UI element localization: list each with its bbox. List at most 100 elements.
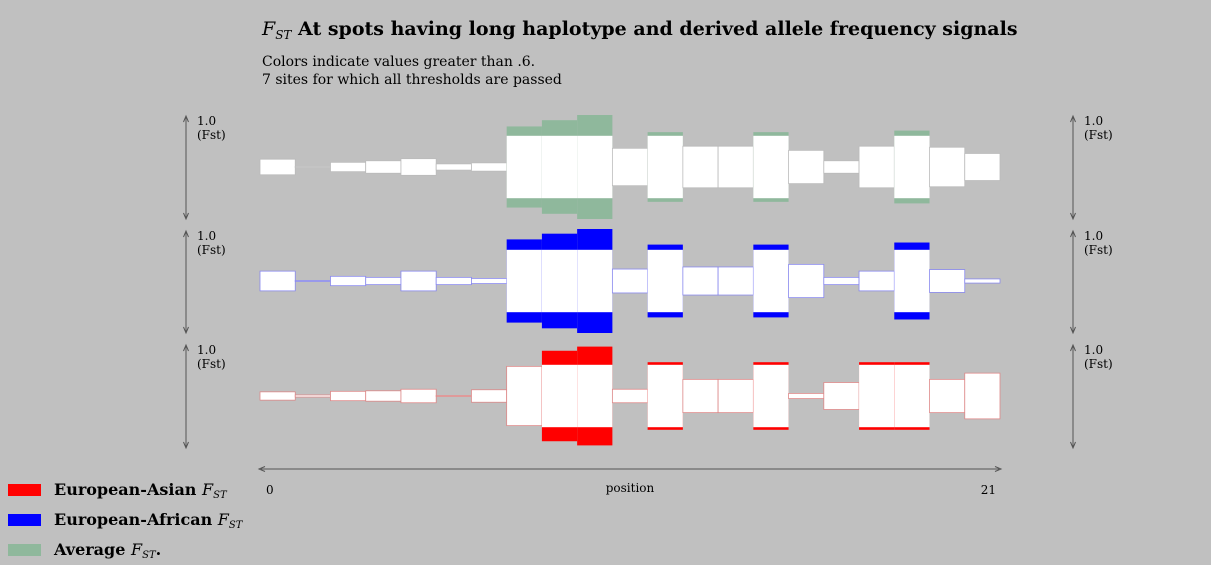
legend-subscript: ST [142, 550, 156, 561]
bar-1-13 [717, 266, 754, 296]
bar-1-20 [964, 278, 1001, 284]
x-tick-label-start: 0 [266, 483, 274, 497]
legend-item-average: Average FST. [8, 540, 161, 561]
bar-2-3 [365, 390, 402, 402]
bar-0-10 [611, 147, 649, 187]
bar-1-0 [259, 270, 296, 292]
bar-0-16 [823, 160, 860, 174]
scale-arrow-top-right-2 [1070, 343, 1076, 352]
bar-2-8 [541, 364, 578, 428]
title-text: At spots having long haplotype and deriv… [291, 18, 1018, 40]
legend-subscript: ST [228, 520, 243, 531]
bar-1-11 [647, 249, 683, 313]
scale-arrow-top-right-0 [1070, 114, 1076, 123]
legend-item-european-asian: European-Asian FST [8, 480, 227, 501]
scale-unit-label-right-0: (Fst) [1084, 128, 1113, 142]
scale-arrow-bottom-right-2 [1070, 441, 1076, 450]
bar-0-17 [858, 145, 895, 189]
bar-1-15 [788, 263, 825, 299]
scale-value-label-left-2: 1.0 [197, 343, 216, 357]
legend-symbol: F [217, 510, 229, 529]
threshold-note: Colors indicate values greater than .6. [262, 54, 536, 70]
bar-2-15 [788, 392, 825, 399]
bar-2-10 [611, 388, 649, 404]
bar-0-11 [647, 135, 683, 199]
legend-swatch [8, 484, 41, 496]
scale-unit-label-left-0: (Fst) [197, 128, 226, 142]
scale-value-label-left-0: 1.0 [197, 114, 216, 128]
bar-0-18 [894, 135, 930, 199]
bar-2-4 [400, 388, 437, 404]
bar-1-6 [471, 277, 508, 284]
scale-unit-label-right-2: (Fst) [1084, 357, 1113, 371]
scale-arrow-bottom-left-0 [183, 212, 189, 221]
bar-2-12 [682, 378, 719, 414]
scale-arrow-top-left-1 [183, 229, 189, 238]
bar-2-13 [717, 378, 754, 414]
scale-value-label-right-1: 1.0 [1084, 229, 1103, 243]
bar-0-3 [365, 160, 402, 174]
bar-1-12 [682, 266, 719, 296]
title-subscript: ST [275, 28, 292, 42]
bar-2-0 [259, 391, 296, 401]
scale-arrow-bottom-left-1 [183, 326, 189, 335]
scale-arrow-bottom-right-0 [1070, 212, 1076, 221]
bar-1-3 [365, 276, 402, 286]
bar-1-16 [823, 276, 860, 286]
bar-1-7 [506, 249, 542, 313]
bar-0-20 [964, 153, 1001, 181]
scale-value-label-right-2: 1.0 [1084, 343, 1103, 357]
sites-note: 7 sites for which all thresholds are pas… [262, 72, 562, 88]
bar-0-2 [330, 161, 367, 173]
bar-1-17 [858, 270, 895, 292]
title-symbol: F [262, 18, 276, 40]
chart-title: FST At spots having long haplotype and d… [262, 18, 1018, 42]
legend-symbol: F [202, 480, 214, 499]
bar-1-8 [541, 249, 578, 313]
bar-2-5 [435, 395, 472, 397]
scale-value-label-right-0: 1.0 [1084, 114, 1103, 128]
bar-1-18 [894, 249, 930, 313]
bar-1-4 [400, 270, 437, 292]
x-axis-arrow-left [257, 466, 266, 472]
scale-arrow-bottom-left-2 [183, 441, 189, 450]
bar-2-2 [330, 390, 367, 402]
scale-arrow-top-left-0 [183, 114, 189, 123]
bar-2-1 [294, 394, 331, 398]
x-axis-arrow-right [994, 466, 1003, 472]
bar-0-12 [682, 145, 719, 189]
bar-0-19 [929, 146, 966, 188]
bar-2-6 [471, 389, 508, 403]
bar-2-17 [859, 364, 895, 428]
bar-1-1 [294, 280, 331, 282]
bar-1-9 [577, 249, 613, 313]
legend-label: European-Asian [54, 480, 197, 499]
legend-label: European-African [54, 510, 213, 529]
bar-2-16 [823, 382, 860, 410]
bar-2-14 [753, 364, 789, 428]
legend-subscript: ST [213, 490, 227, 501]
bar-0-13 [717, 145, 754, 189]
bar-2-11 [647, 364, 683, 428]
bar-0-1 [294, 166, 331, 168]
scale-arrow-top-left-2 [183, 343, 189, 352]
bar-0-7 [506, 135, 542, 199]
bar-0-14 [753, 135, 789, 199]
scale-arrow-top-right-1 [1070, 229, 1076, 238]
scale-unit-label-left-2: (Fst) [197, 357, 226, 371]
bar-1-19 [929, 269, 966, 293]
bar-0-6 [471, 162, 508, 172]
bar-0-9 [577, 135, 613, 199]
bar-1-10 [611, 268, 649, 294]
bar-0-5 [435, 163, 472, 171]
x-axis-label: position [606, 481, 655, 495]
bar-2-20 [964, 372, 1001, 420]
bar-0-4 [400, 158, 437, 176]
legend-suffix: . [155, 540, 162, 559]
bar-1-5 [435, 276, 472, 286]
scale-value-label-left-1: 1.0 [197, 229, 216, 243]
bar-2-18 [894, 364, 930, 428]
legend-swatch [8, 514, 41, 526]
bar-2-7 [506, 365, 543, 427]
